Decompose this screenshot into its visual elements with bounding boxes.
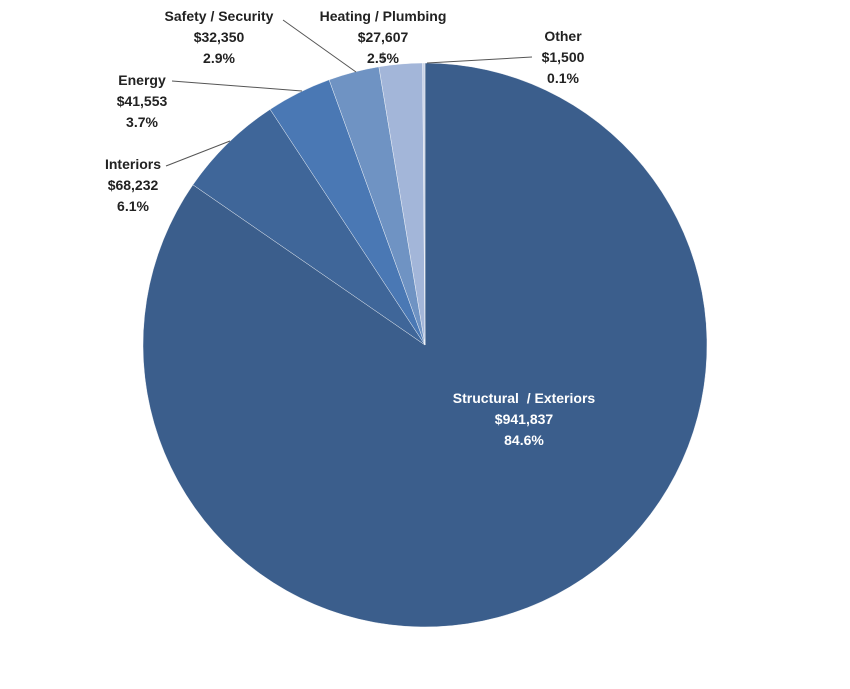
leader-line-energy [171, 80, 303, 92]
label-percent: 84.6% [504, 432, 544, 448]
label-value: $941,837 [495, 411, 554, 427]
label-name: Interiors [105, 156, 161, 172]
data-label-safety-security: Safety / Security $32,350 2.9% [165, 8, 274, 66]
label-value: $41,553 [117, 93, 168, 109]
label-name: Safety / Security [165, 8, 274, 24]
label-percent: 3.7% [126, 114, 158, 130]
data-label-heating-plumbing: Heating / Plumbing $27,607 2.5% [320, 8, 447, 66]
label-name: Other [544, 28, 582, 44]
data-label-interiors: Interiors $68,232 6.1% [105, 156, 161, 214]
label-percent: 0.1% [547, 70, 579, 86]
label-name: Energy [118, 72, 166, 88]
leader-lines [165, 19, 533, 167]
pie-slice-other [422, 62, 426, 346]
label-percent: 2.5% [367, 50, 399, 66]
label-name: Heating / Plumbing [320, 8, 447, 24]
label-value: $32,350 [194, 29, 245, 45]
label-value: $68,232 [108, 177, 159, 193]
label-value: $1,500 [542, 49, 585, 65]
label-percent: 2.9% [203, 50, 235, 66]
label-name: Structural / Exteriors [453, 390, 596, 406]
data-label-other: Other $1,500 0.1% [542, 28, 585, 86]
data-label-structural-exteriors: Structural / Exteriors $941,837 84.6% [453, 390, 596, 448]
label-percent: 6.1% [117, 198, 149, 214]
data-label-energy: Energy $41,553 3.7% [117, 72, 168, 130]
leader-line-safety-security [282, 19, 357, 73]
pie-slices [142, 62, 708, 628]
data-labels: Structural / Exteriors $941,837 84.6% Inter… [105, 8, 595, 448]
leader-line-other [426, 56, 533, 64]
label-value: $27,607 [358, 29, 409, 45]
leader-line-interiors [165, 140, 231, 167]
